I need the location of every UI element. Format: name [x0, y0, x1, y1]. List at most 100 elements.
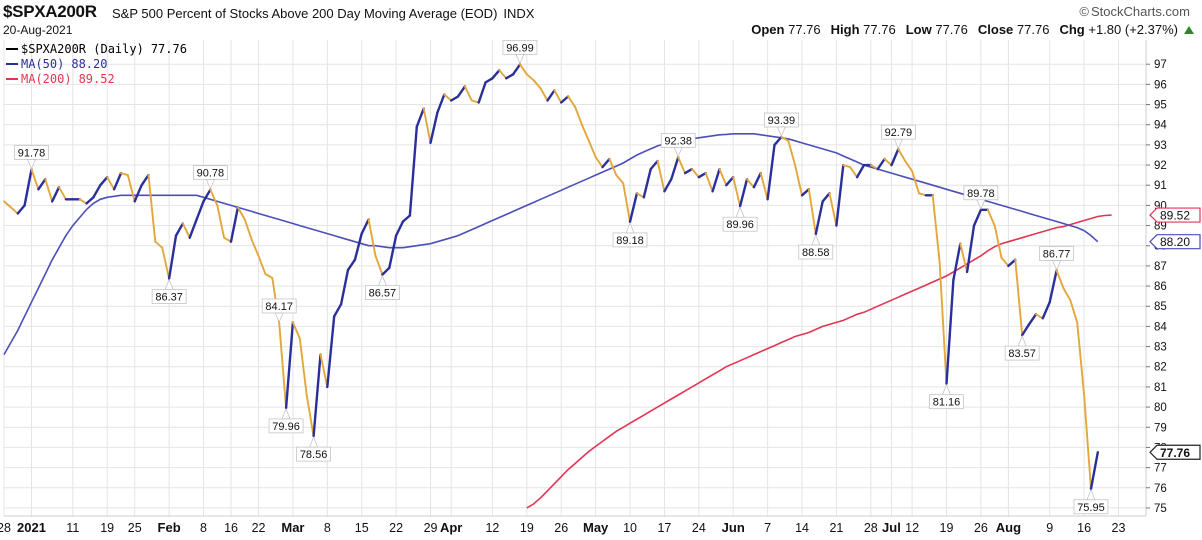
- price-segment-up: [821, 192, 831, 203]
- price-segment-down: [938, 260, 948, 385]
- price-segment-up: [339, 268, 350, 306]
- price-segment-down: [691, 168, 700, 179]
- price-segment-down: [567, 95, 576, 108]
- price-segment-up: [546, 89, 556, 102]
- price-segment-down: [574, 105, 583, 126]
- ma200-layer: [526, 214, 1112, 509]
- price-segment-down: [1055, 269, 1065, 290]
- ma200-badge-label: 89.52: [1160, 209, 1190, 223]
- price-segment-up: [195, 200, 205, 221]
- annotation-pointer: [625, 221, 635, 234]
- annotation-label: 88.58: [802, 247, 830, 259]
- price-segment-up: [167, 234, 178, 280]
- annotation-label: 81.16: [933, 397, 961, 409]
- price-segment-down: [732, 176, 742, 208]
- price-segment-up: [890, 147, 900, 167]
- price-segment-up: [284, 321, 295, 410]
- x-tick-label: 28: [864, 521, 878, 535]
- high-value: 77.76: [863, 22, 896, 37]
- y-tick-label: 94: [1154, 120, 1167, 132]
- price-segment-down: [849, 166, 859, 179]
- up-arrow-icon: [1184, 26, 1194, 34]
- price-segment-down: [257, 254, 267, 275]
- ma200-badge: [1149, 207, 1201, 223]
- price-segment-down: [106, 176, 116, 191]
- price-segment-up: [346, 258, 357, 272]
- price-segment-down: [539, 87, 549, 102]
- ohlc-readout: Open 77.76 High 77.76 Low 77.76 Close 77.76…: [751, 22, 1178, 37]
- price-segment-down: [986, 208, 996, 227]
- price-segment-down: [443, 93, 453, 102]
- x-tick-label: 23: [1112, 521, 1126, 535]
- y-tick-label: 96: [1154, 79, 1167, 91]
- price-segment-down: [1000, 256, 1010, 267]
- price-segment-up: [725, 175, 735, 187]
- annotation-label: 84.17: [265, 301, 293, 313]
- chart-header: $SPXA200R S&P 500 Percent of Stocks Abov…: [0, 0, 1202, 40]
- annotation-pointer: [205, 179, 215, 190]
- price-segment-down: [498, 69, 508, 80]
- price-segment-down: [842, 164, 852, 169]
- price-segment-down: [58, 186, 67, 201]
- price-segment-up: [174, 222, 185, 237]
- x-tick-label: 24: [692, 521, 706, 535]
- price-segment-down: [656, 160, 666, 193]
- price-segment-down: [794, 164, 803, 197]
- price-segment-down: [759, 172, 769, 201]
- price-segment-up: [381, 266, 391, 276]
- price-segment-up: [37, 177, 47, 191]
- price-segment-up: [1021, 323, 1031, 337]
- price-segment-down: [264, 273, 274, 279]
- annotation-pointer: [1052, 260, 1062, 271]
- chart-date: 20-Aug-2021: [3, 23, 73, 37]
- price-segment-down: [931, 194, 941, 263]
- price-segment-up: [800, 188, 811, 197]
- price-segment-down: [911, 170, 920, 195]
- ma50-badge-label: 88.20: [1160, 235, 1190, 249]
- price-segment-up: [711, 167, 721, 193]
- price-segment-down: [216, 204, 226, 239]
- annotation-label: 89.96: [726, 219, 754, 231]
- legend-ma200-value: 89.52: [79, 72, 115, 86]
- y-tick-label: 85: [1154, 301, 1167, 313]
- y-tick-label: 89: [1154, 221, 1167, 233]
- annotation-pointer: [164, 278, 174, 290]
- price-segment-up: [663, 177, 673, 193]
- price-segment-up: [92, 183, 102, 199]
- price-segment-down: [587, 139, 597, 158]
- x-tick-label: 22: [252, 521, 266, 535]
- price-segment-up: [202, 188, 212, 203]
- price-segment-down: [677, 156, 687, 175]
- annotation-label: 86.37: [155, 292, 183, 304]
- price-segment-up: [484, 77, 494, 84]
- annotation-pointer: [893, 138, 903, 149]
- price-segment-down: [904, 160, 914, 173]
- price-segment-up: [766, 143, 776, 201]
- low-value: 77.76: [935, 22, 968, 37]
- x-tick-label: Jun: [722, 520, 745, 535]
- open-value: 77.76: [788, 22, 821, 37]
- price-segment-down: [44, 178, 54, 203]
- x-tick-label: 29: [424, 521, 438, 535]
- x-tick-label: 8: [200, 521, 207, 535]
- high-label: High: [830, 22, 860, 37]
- price-segment-down: [787, 139, 797, 167]
- price-segment-down: [635, 192, 645, 199]
- price-segment-down: [519, 63, 528, 76]
- price-segment-down: [959, 242, 969, 273]
- price-segment-up: [112, 171, 123, 191]
- y-tick-label: 87: [1154, 261, 1167, 273]
- price-segment-down: [594, 156, 604, 169]
- annotation-label: 78.56: [300, 449, 328, 461]
- price-segment-down: [897, 148, 907, 162]
- x-axis: 28 2021 11 19 25 Feb 8 16 22 Mar 8 15 22 29 Apr 12 19 26 M…: [0, 515, 1146, 535]
- price-segment-up: [408, 125, 418, 217]
- y-tick-label: 84: [1154, 321, 1167, 333]
- y-tick-label: 92: [1154, 160, 1167, 172]
- y-tick-label: 82: [1154, 362, 1167, 374]
- price-segment-up: [388, 234, 398, 270]
- y-axis: 7576777879808182838485868788899091929394…: [1145, 40, 1201, 516]
- price-segment-down: [126, 174, 136, 203]
- price-segment-down: [615, 174, 625, 185]
- price-segment-down: [807, 188, 817, 235]
